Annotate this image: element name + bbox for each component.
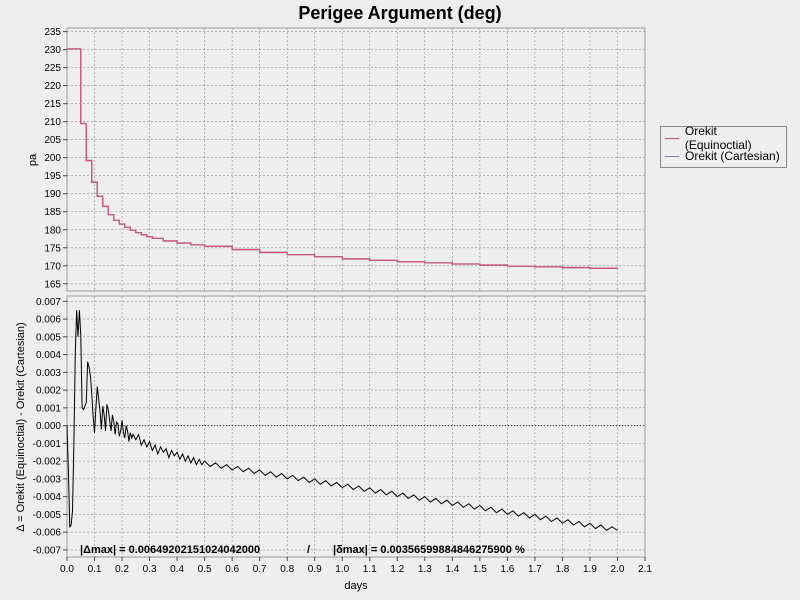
x-tick-label: 1.7 [528, 564, 542, 575]
bottom-y-tick-label: -0.006 [33, 528, 62, 539]
bottom-y-tick-label: -0.007 [33, 545, 62, 556]
legend: Orekit (Equinoctial) Orekit (Cartesian) [660, 124, 787, 168]
bottom-y-tick-label: 0.000 [36, 421, 61, 432]
x-tick-label: 1.8 [555, 564, 569, 575]
bottom-y-tick-label: 0.006 [36, 315, 61, 326]
x-tick-label: 2.0 [611, 564, 625, 575]
separator-annotation: / [307, 544, 310, 556]
top-y-tick-label: 230 [44, 45, 61, 56]
top-y-tick-label: 225 [44, 63, 61, 74]
bottom-y-tick-label: 0.002 [36, 386, 61, 397]
top-y-axis-label: pa [27, 153, 39, 166]
x-tick-label: 0.3 [143, 564, 157, 575]
legend-label-cartesian: Orekit (Cartesian) [685, 149, 780, 163]
top-y-tick-label: 165 [44, 279, 61, 290]
x-tick-label: 0.5 [198, 564, 212, 575]
legend-item-cartesian: Orekit (Cartesian) [661, 147, 786, 165]
top-grid [66, 28, 646, 291]
bottom-grid [66, 296, 646, 557]
bottom-plot-area [66, 295, 646, 558]
x-tick-label: 1.6 [500, 564, 514, 575]
legend-swatch-equinoctial [665, 137, 679, 139]
x-tick-label: 1.1 [363, 564, 377, 575]
top-y-tick-label: 195 [44, 171, 61, 182]
x-tick-label: 0.2 [115, 564, 129, 575]
delta-max-annotation: |Δmax| = 0.00649202151024042000 [80, 544, 260, 556]
x-ticks: 0.0 0.1 0.2 0.3 0.4 0.5 0.6 0.7 0.8 0.9 1.0 1.1 1.2 1… [60, 557, 652, 575]
top-y-tick-label: 175 [44, 243, 61, 254]
top-y-tick-label: 185 [44, 207, 61, 218]
bottom-y-ticks: 0.007 0.006 0.005 0.004 0.003 0.002 0.001 0.000… [33, 297, 67, 556]
x-tick-label: 0.6 [225, 564, 239, 575]
relative-max-annotation: |δmax| = 0.00356599884846275900 % [333, 544, 525, 556]
bottom-y-tick-label: -0.002 [33, 457, 62, 468]
bottom-y-tick-label: 0.004 [36, 350, 61, 361]
bottom-y-tick-label: -0.004 [33, 492, 62, 503]
top-y-tick-label: 235 [44, 27, 61, 38]
bottom-y-tick-label: 0.007 [36, 297, 61, 308]
top-series-line [67, 48, 619, 269]
x-tick-label: 2.1 [638, 564, 652, 575]
top-y-tick-label: 210 [44, 117, 61, 128]
x-axis-label: days [344, 580, 368, 592]
x-tick-label: 1.3 [418, 564, 432, 575]
legend-swatch-cartesian [665, 155, 679, 157]
bottom-y-tick-label: -0.001 [33, 439, 62, 450]
x-tick-label: 0.1 [88, 564, 102, 575]
x-tick-label: 0.7 [253, 564, 267, 575]
legend-label-equinoctial: Orekit (Equinoctial) [684, 124, 752, 152]
x-tick-label: 0.4 [170, 564, 184, 575]
x-tick-label: 1.5 [473, 564, 487, 575]
difference-series-line [66, 310, 618, 532]
top-y-tick-label: 170 [44, 261, 61, 272]
x-tick-label: 0.0 [60, 564, 74, 575]
legend-item-equinoctial: Orekit (Equinoctial) [661, 124, 786, 152]
bottom-y-tick-label: -0.005 [33, 510, 62, 521]
x-tick-label: 1.4 [445, 564, 459, 575]
x-tick-label: 0.9 [308, 564, 322, 575]
top-y-tick-label: 205 [44, 135, 61, 146]
bottom-y-tick-label: 0.005 [36, 332, 61, 343]
top-series [67, 48, 619, 269]
bottom-y-tick-label: 0.003 [36, 368, 61, 379]
top-plot-area [66, 27, 646, 292]
top-y-tick-label: 200 [44, 153, 61, 164]
x-tick-label: 1.0 [335, 564, 349, 575]
bottom-y-axis-label: Δ = Orekit (Equinoctial) - Orekit (Carte… [15, 322, 27, 531]
bottom-y-tick-label: -0.003 [33, 474, 62, 485]
top-y-tick-label: 180 [44, 225, 61, 236]
bottom-y-tick-label: 0.001 [36, 403, 61, 414]
top-y-tick-label: 220 [44, 81, 61, 92]
top-y-tick-label: 215 [44, 99, 61, 110]
chart-title: Perigee Argument (deg) [298, 3, 502, 23]
x-tick-label: 1.2 [390, 564, 404, 575]
x-tick-label: 0.8 [280, 564, 294, 575]
x-tick-label: 1.9 [583, 564, 597, 575]
top-y-ticks: 165 170 175 180 185 190 195 200 205 210 215 220 225 2… [44, 27, 67, 290]
top-y-tick-label: 190 [44, 189, 61, 200]
bottom-series [66, 310, 618, 532]
